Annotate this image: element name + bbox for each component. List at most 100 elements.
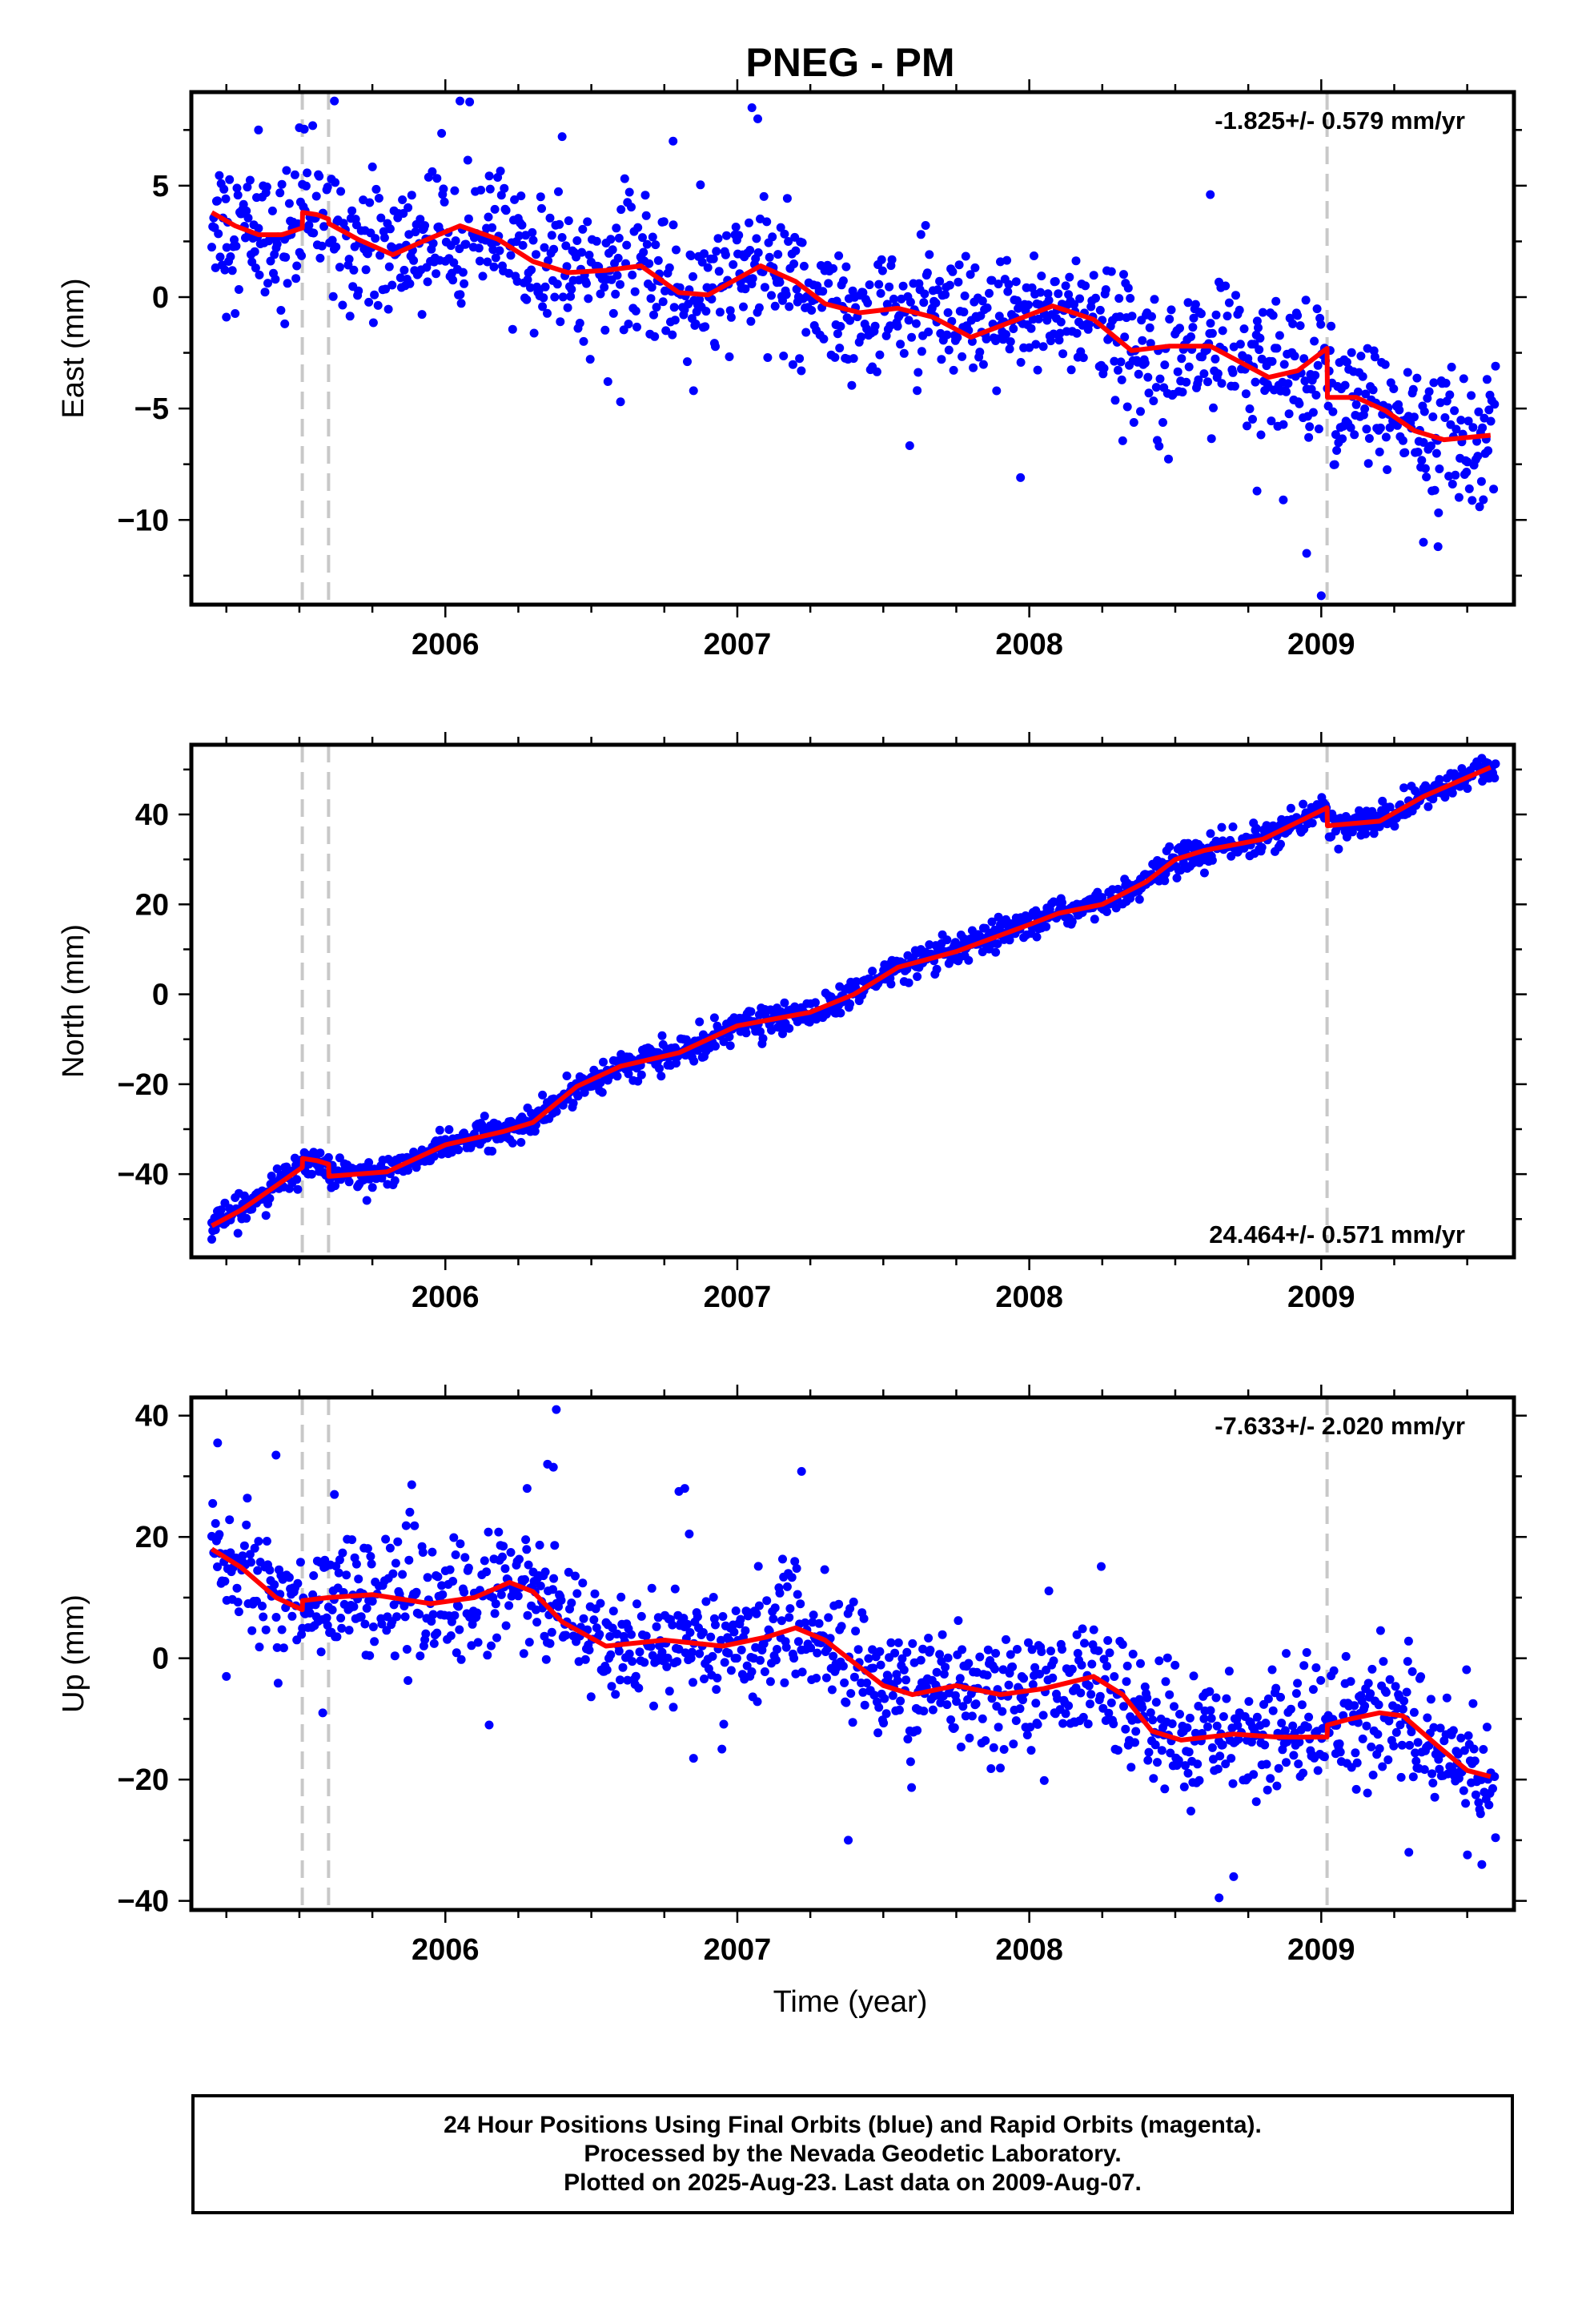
data-point [472, 1608, 482, 1618]
data-point [1164, 454, 1173, 464]
data-point [561, 241, 571, 251]
data-point [213, 196, 222, 206]
data-point [368, 1622, 378, 1631]
data-point [211, 263, 220, 272]
data-point [398, 1570, 408, 1579]
data-point [859, 1614, 869, 1623]
data-point [537, 203, 546, 213]
data-point [991, 947, 1001, 957]
data-point [550, 292, 560, 302]
data-point-outlier [1229, 1872, 1239, 1881]
data-point [456, 1539, 465, 1549]
data-point [1430, 485, 1439, 495]
data-point [824, 1613, 833, 1622]
data-point [1460, 1746, 1469, 1755]
data-point [1245, 404, 1255, 413]
data-point [1351, 1748, 1360, 1758]
data-point [247, 1558, 255, 1567]
data-point [1050, 277, 1060, 286]
data-point [1030, 1663, 1040, 1672]
data-point [612, 223, 621, 233]
data-point [1207, 434, 1216, 444]
data-point [1378, 1762, 1387, 1771]
data-point [1381, 432, 1391, 442]
data-point [420, 221, 430, 231]
data-point [627, 1630, 636, 1639]
data-point [592, 236, 601, 246]
data-point [616, 1592, 626, 1602]
data-point [385, 1543, 395, 1553]
data-point [1286, 1704, 1295, 1714]
data-point [1335, 1739, 1344, 1748]
data-point [887, 255, 897, 264]
data-point [746, 1007, 756, 1016]
data-point [1134, 895, 1144, 904]
data-point-outlier [844, 1835, 853, 1845]
data-point [568, 1099, 578, 1108]
data-point [830, 352, 840, 362]
data-point [932, 964, 942, 974]
data-point [515, 1554, 524, 1564]
data-point [782, 194, 792, 203]
data-point [584, 251, 594, 259]
data-point [319, 222, 329, 231]
data-point [567, 284, 576, 294]
footer-line-2: Processed by the Nevada Geodetic Laborat… [584, 2141, 1122, 2167]
data-point [549, 244, 559, 254]
data-point [332, 1632, 342, 1642]
data-point [711, 342, 720, 352]
data-point [729, 259, 738, 269]
x-tick-label: 2009 [1287, 1281, 1355, 1314]
data-point [1305, 422, 1315, 432]
data-point [1215, 1751, 1225, 1761]
data-point [432, 1628, 442, 1638]
data-point [1316, 320, 1326, 329]
data-point [253, 1566, 263, 1575]
data-point [876, 1660, 885, 1670]
data-point [796, 1599, 805, 1609]
data-point [1087, 1659, 1097, 1669]
data-point [1353, 387, 1363, 396]
data-point [1042, 1665, 1051, 1675]
data-point [512, 276, 522, 286]
data-point [1407, 1727, 1416, 1737]
data-point-outlier [689, 1754, 698, 1763]
data-point [1435, 1723, 1445, 1733]
data-point-outlier [747, 103, 757, 112]
data-point [1011, 1716, 1021, 1726]
data-point [1046, 336, 1055, 346]
data-point [1227, 1754, 1236, 1763]
data-point [1451, 470, 1460, 480]
data-point [701, 307, 711, 316]
data-point [1213, 1764, 1223, 1774]
data-point [1267, 416, 1276, 426]
data-point [858, 287, 868, 297]
data-point [869, 1691, 879, 1700]
data-point [780, 1678, 789, 1687]
data-point [579, 1614, 588, 1623]
data-point [1356, 352, 1366, 361]
data-point [384, 262, 394, 271]
data-point [932, 1667, 942, 1677]
data-point [939, 1670, 949, 1679]
data-point [580, 1655, 590, 1664]
data-point [827, 1685, 837, 1695]
data-point [1479, 495, 1488, 505]
data-point [1426, 1695, 1435, 1704]
data-point [388, 1569, 398, 1578]
data-point [1409, 1707, 1419, 1717]
data-point [1476, 476, 1486, 486]
data-point [655, 1063, 664, 1073]
data-point [924, 1634, 934, 1642]
data-point [665, 1687, 674, 1696]
data-point [877, 255, 886, 264]
data-point [432, 269, 441, 279]
rate-label: 24.464+/- 0.571 mm/yr [1209, 1220, 1465, 1248]
data-point [589, 1615, 599, 1625]
data-point [1399, 783, 1409, 793]
data-point [795, 354, 805, 364]
data-point [1435, 398, 1445, 408]
data-point [1399, 1696, 1409, 1706]
data-point [1195, 1775, 1204, 1785]
data-point [821, 1673, 831, 1683]
